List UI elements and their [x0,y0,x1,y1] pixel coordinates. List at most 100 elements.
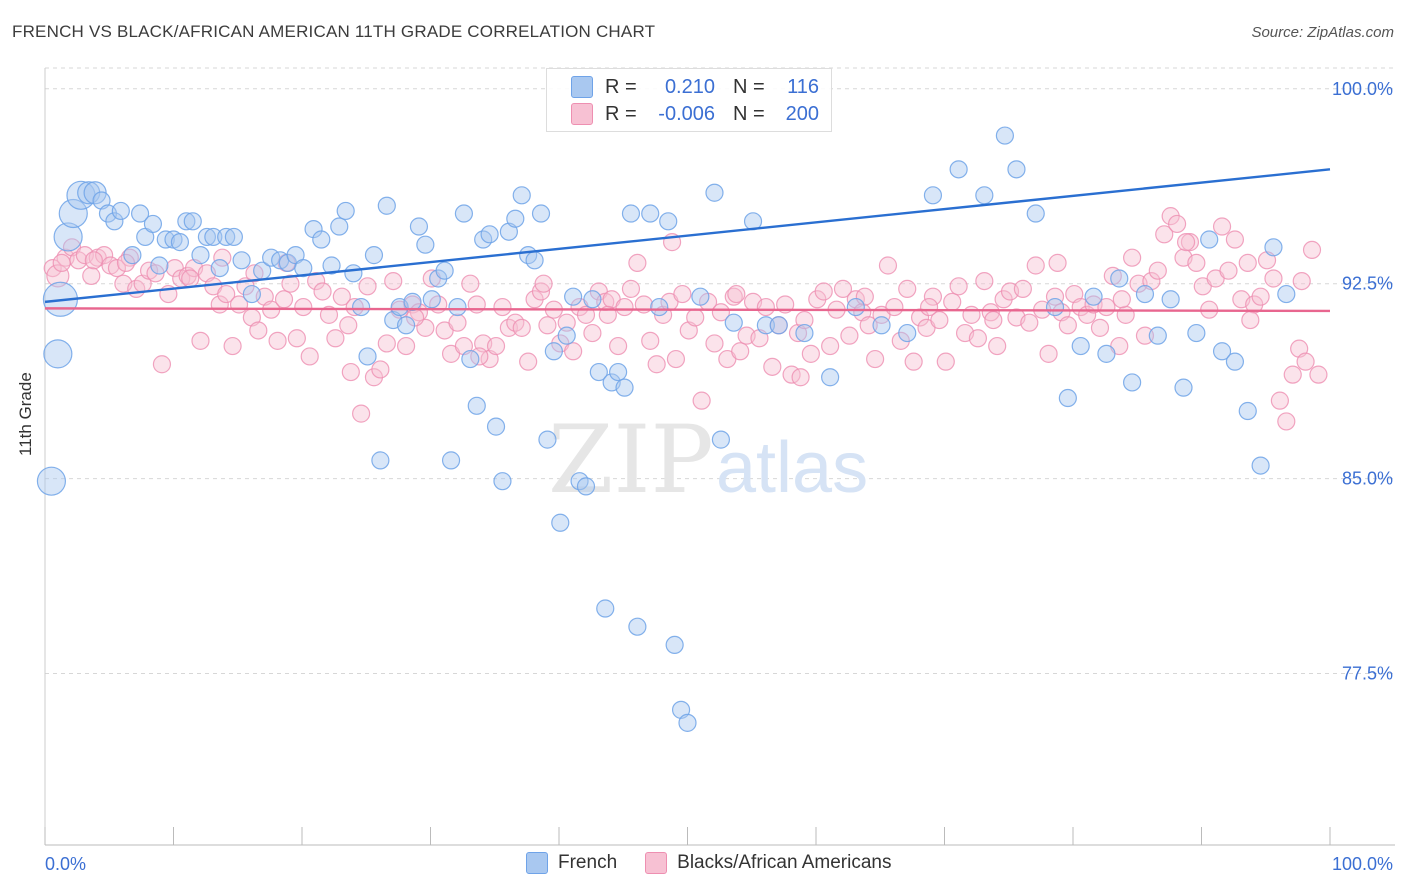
pink-point [705,334,724,353]
blue-point [1110,269,1129,288]
blue-point [538,430,557,449]
trend-lines [44,168,1331,313]
blue-point [105,212,124,231]
blue-point [1071,336,1090,356]
blue-point [1148,326,1167,345]
pink-point [731,342,750,361]
legend-swatch-blue [526,852,548,874]
pink-point [641,331,660,350]
pink-point [1013,279,1032,298]
blue-point [659,212,678,231]
blue-point [312,230,331,249]
pink-point [904,352,923,371]
y-tick-label: 100.0% [1332,79,1393,99]
pink-point [345,297,364,317]
blue-point [467,396,486,415]
x-tick-label: 100.0% [1332,854,1393,874]
pink-point [1148,261,1167,280]
blue-point [150,256,169,275]
blue-point [454,204,474,223]
pink-point [95,246,114,265]
pink-point [984,310,1003,330]
pink-point [268,331,287,350]
blue-point [123,246,142,265]
blue-point [224,227,243,247]
pink-point [621,279,641,298]
blue-point [1225,352,1245,371]
legend-row-french: R = 0.210 N = 116 [571,74,819,100]
pink-point [1090,318,1110,337]
watermark-zip: ZIP [548,406,714,515]
blue-point [1058,388,1077,408]
pink-point [930,310,949,330]
blue-point [1026,204,1045,223]
pink-point [294,297,313,317]
blue-point [344,264,363,283]
pink-point [1116,305,1135,324]
pink-point [534,274,553,293]
pink-point [855,287,874,306]
pink-point [152,355,172,374]
pink-point [300,347,319,366]
pink-point [898,279,917,298]
blue-trend-line [44,168,1331,304]
pink-point [1302,240,1322,260]
pink-point [1167,214,1187,234]
pink-point [281,274,300,293]
blue-point [242,284,261,304]
legend-n-value: 200 [785,102,819,125]
legend-item-black: Blacks/African Americans [645,852,892,874]
pink-point [583,323,602,343]
pink-point [1048,253,1067,272]
pink-point [564,342,583,361]
pink-point [814,282,833,301]
blue-point [995,126,1014,145]
blue-point [143,214,163,234]
watermark: ZIP atlas [548,406,868,515]
blue-point [364,246,384,265]
pink-point [1241,310,1260,330]
pink-point [1187,253,1206,272]
y-tick-label: 85.0% [1342,469,1393,489]
blue-point [628,617,647,636]
blue-point [191,246,210,265]
blue-point [197,227,217,247]
pink-point [1135,326,1155,345]
blue-point [1212,342,1232,361]
blue-point [448,297,467,317]
legend-stats: R = 0.210 N = 116 R = -0.006 N = 200 [546,68,832,132]
blue-point [403,292,422,311]
pink-point [339,316,358,335]
pink-point [1309,365,1328,384]
blue-point [1007,160,1026,179]
pink-point [866,349,885,369]
blue-point [130,204,150,223]
tick-labels: 77.5% 85.0% 92.5% 100.0% 0.0% 100.0% [45,79,1393,874]
blue-point [1174,378,1193,397]
pink-point [647,355,666,374]
pink-point [371,360,390,379]
y-tick-label: 77.5% [1342,663,1393,683]
pink-point [1219,261,1238,280]
pink-trend-line [44,307,1331,313]
legend-row-black: R = -0.006 N = 200 [571,101,819,127]
pink-point [1264,269,1283,288]
blue-point [210,258,229,278]
chart-title: FRENCH VS BLACK/AFRICAN AMERICAN 11TH GR… [12,22,656,41]
blue-point [416,235,435,254]
pink-point [686,308,705,327]
blue-point [665,635,684,655]
pink-point [1039,344,1058,363]
blue-point [358,347,377,366]
blue-point [461,349,480,369]
blue-point [795,323,814,343]
pink-point [943,292,962,311]
watermark-atlas: atlas [716,428,868,508]
blue-point [1161,290,1180,309]
pink-point [1277,412,1296,431]
pink-point [1292,271,1311,291]
pink-point [181,269,200,288]
pink-point [1155,225,1174,244]
pink-point [287,329,306,348]
